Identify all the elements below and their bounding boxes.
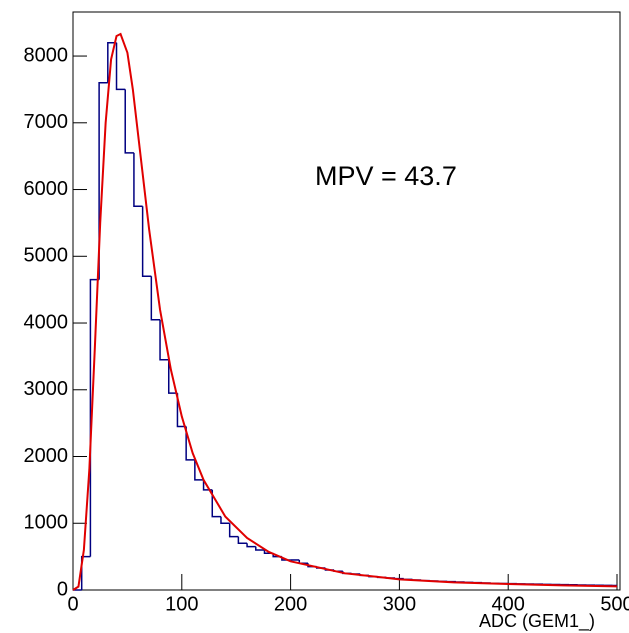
y-tick-label: 5000 [24,245,69,267]
x-tick-label: 0 [67,593,78,615]
histogram-bin [107,41,117,83]
histogram-bin [185,426,195,461]
histogram-bin [150,276,161,321]
histogram-bin [246,543,256,548]
x-tick-label: 300 [383,593,416,615]
histogram-bin [176,393,187,428]
x-tick-label: 500 [600,593,629,615]
histogram-bin [228,523,239,538]
x-tick-label: 400 [492,593,525,615]
histogram-bin [124,89,134,154]
x-tick-label: 100 [165,593,198,615]
y-tick-label: 2000 [24,445,69,467]
y-tick-label: 4000 [24,311,69,333]
histogram-bin [115,42,126,91]
y-tick-label: 6000 [24,178,69,200]
histogram-bin [167,359,178,394]
histogram-bin [237,536,248,545]
histogram-bin [159,319,169,361]
fit-curve [72,32,618,591]
histogram-bin [133,152,143,207]
histogram-bin [211,489,221,518]
x-axis-label: ADC (GEM1_) [479,611,595,632]
y-tick-label: 1000 [24,512,69,534]
histogram-bin [141,206,152,278]
y-tick-label: 7000 [24,111,69,133]
histogram-bin [80,555,91,590]
histogram-bin [220,516,230,525]
y-tick-label: 3000 [24,378,69,400]
histogram-bin [255,546,265,551]
y-tick-label: 0 [57,578,68,600]
annotation: MPV = 43.7 [315,161,457,191]
x-tick-label: 200 [274,593,307,615]
histogram-bin [194,459,204,481]
plot-frame [72,11,621,591]
y-tick-label: 8000 [24,44,69,66]
histogram-bin [98,81,108,280]
